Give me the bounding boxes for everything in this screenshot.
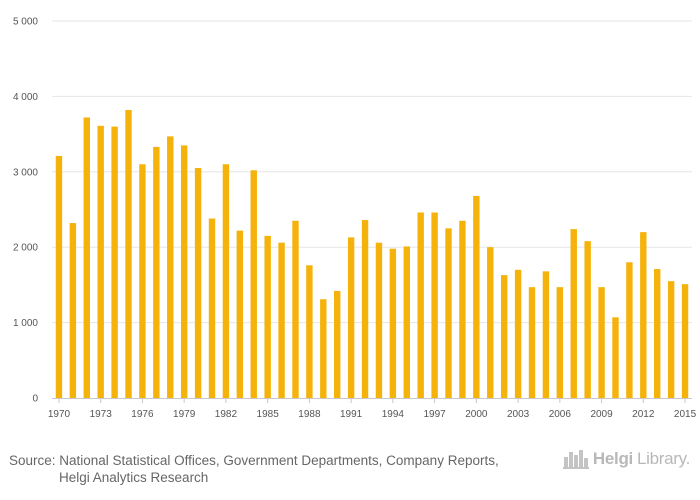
bar-1992 — [361, 220, 369, 398]
bar-2011 — [626, 262, 633, 398]
y-tick-label: 2 000 — [13, 243, 38, 254]
x-axis-ticks: 1970 1973 1976 1979 1982 1985 1988 1991 1994 1997… — [48, 399, 697, 420]
x-tick-label: 1979 — [173, 409, 196, 420]
y-tick-label: 5 000 — [13, 17, 38, 28]
bar-1971 — [69, 223, 77, 398]
bar-1989 — [320, 299, 327, 398]
x-tick-label: 1997 — [423, 409, 446, 420]
bar-1974 — [111, 126, 118, 398]
bar-1994 — [389, 248, 397, 398]
bar-1986 — [278, 242, 285, 398]
gridlines — [52, 20, 692, 324]
city-skyline-icon — [562, 450, 589, 469]
bar-1975 — [125, 109, 132, 398]
bar-1996 — [417, 212, 424, 398]
brand-helgi: Helgi — [592, 449, 633, 468]
bar-1977 — [153, 146, 160, 398]
bar-1973 — [97, 125, 104, 398]
bar-1976 — [139, 164, 146, 398]
x-tick-label: 2012 — [632, 409, 655, 420]
bar-1998 — [445, 228, 452, 398]
bar-1997 — [431, 212, 438, 398]
bar-1981 — [208, 218, 216, 398]
bar-2014 — [667, 281, 675, 398]
x-tick-label: 1991 — [340, 409, 363, 420]
bar-2003 — [514, 269, 522, 398]
bar-1995 — [403, 246, 410, 398]
y-tick-label: 4 000 — [13, 92, 38, 103]
x-tick-label: 2000 — [465, 409, 488, 420]
bar-1980 — [194, 168, 202, 398]
x-tick-label: 1976 — [131, 409, 154, 420]
x-tick-label: 1973 — [90, 409, 113, 420]
bar-2013 — [654, 269, 661, 398]
bar-1984 — [250, 170, 257, 398]
bar-1982 — [222, 164, 230, 398]
x-tick-label: 1982 — [215, 409, 238, 420]
bar-1972 — [83, 117, 90, 398]
y-tick-label: 1 000 — [13, 318, 38, 329]
source-line-2: Helgi Analytics Research — [59, 470, 209, 485]
bar-1991 — [347, 237, 355, 398]
bar-1987 — [292, 220, 299, 398]
bar-2009 — [598, 287, 605, 398]
bar-2007 — [570, 229, 577, 398]
x-tick-label: 1985 — [257, 409, 280, 420]
bar-1990 — [334, 290, 341, 398]
bar-1970 — [55, 155, 63, 398]
x-tick-label: 2003 — [507, 409, 530, 420]
bars — [55, 109, 689, 399]
x-tick-label: 2009 — [590, 409, 613, 420]
bar-2001 — [487, 247, 494, 398]
bar-1993 — [375, 242, 383, 398]
bar-2002 — [500, 275, 508, 398]
x-tick-label: 1970 — [48, 409, 71, 420]
x-tick-label: 1994 — [382, 409, 405, 420]
bar-1999 — [459, 220, 466, 398]
y-axis-labels: 0 1 000 2 000 3 000 4 000 5 000 — [13, 17, 38, 405]
bar-1983 — [236, 230, 244, 398]
source-line-1: Source: National Statistical Offices, Go… — [9, 453, 499, 468]
bar-2005 — [542, 271, 550, 398]
bar-1979 — [180, 145, 188, 398]
x-tick-label: 2015 — [674, 409, 697, 420]
bar-2008 — [584, 241, 591, 398]
brand-library: Library. — [636, 449, 690, 468]
bar-2006 — [556, 287, 564, 398]
bar-2010 — [612, 317, 619, 398]
bar-1985 — [264, 235, 271, 398]
source-note: Source: National Statistical Offices, Go… — [9, 452, 549, 486]
bar-1978 — [167, 136, 174, 399]
bar-2004 — [528, 287, 536, 398]
helgi-library-logo: Helgi Library. — [562, 449, 690, 469]
x-tick-label: 1988 — [298, 409, 321, 420]
bar-2012 — [640, 232, 647, 398]
y-tick-label: 0 — [32, 394, 38, 405]
x-tick-label: 2006 — [549, 409, 572, 420]
bar-2015 — [681, 284, 689, 398]
bar-2000 — [473, 195, 480, 398]
bar-1988 — [306, 265, 313, 398]
y-tick-label: 3 000 — [13, 167, 38, 178]
